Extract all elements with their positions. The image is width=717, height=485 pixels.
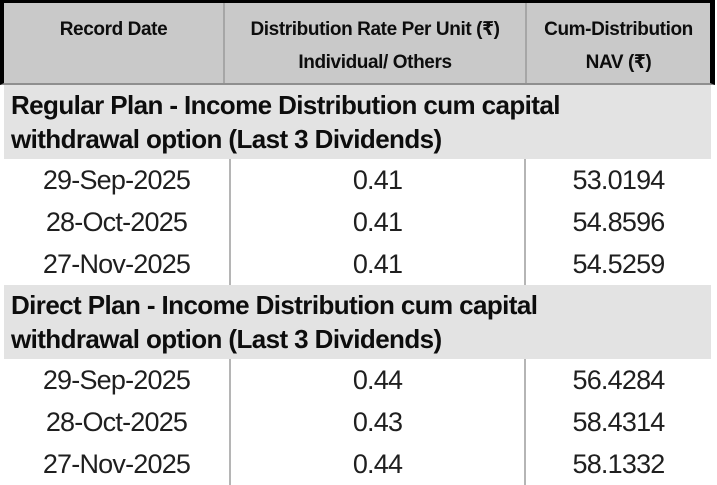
header-rate-line2: Individual/ Others bbox=[298, 52, 452, 73]
cell-record-date: 27-Nov-2025 bbox=[42, 249, 191, 279]
section-direct-line1: Direct Plan - Income Distribution cum ca… bbox=[11, 290, 538, 320]
table-row: 29-Sep-2025 0.44 56.4284 bbox=[4, 359, 711, 401]
section-regular-line2: withdrawal option (Last 3 Dividends) bbox=[11, 124, 442, 154]
header-nav-line1: Cum-Distribution bbox=[544, 19, 693, 40]
header-cell-distribution-rate: Distribution Rate Per Unit (₹) Individua… bbox=[223, 3, 525, 83]
section-title-direct-plan: Direct Plan - Income Distribution cum ca… bbox=[4, 285, 711, 359]
table-header-row: Record Date Distribution Rate Per Unit (… bbox=[0, 0, 715, 85]
cell-rate: 0.44 bbox=[229, 443, 524, 485]
cell-nav: 58.1332 bbox=[524, 443, 711, 485]
header-record-date-label: Record Date bbox=[59, 19, 168, 40]
cell-record-date: 29-Sep-2025 bbox=[42, 165, 191, 195]
table-row: 27-Nov-2025 0.41 54.5259 bbox=[4, 243, 711, 285]
section-direct-line2: withdrawal option (Last 3 Dividends) bbox=[11, 324, 442, 354]
cell-rate: 0.41 bbox=[229, 243, 524, 285]
table-row: 29-Sep-2025 0.41 53.0194 bbox=[4, 159, 711, 201]
cell-rate: 0.41 bbox=[229, 159, 524, 201]
cell-nav: 54.8596 bbox=[524, 201, 711, 243]
section-regular-line1: Regular Plan - Income Distribution cum c… bbox=[11, 90, 560, 120]
cell-record-date: 28-Oct-2025 bbox=[45, 407, 188, 437]
header-cell-cum-distribution-nav: Cum-Distribution NAV (₹) bbox=[525, 3, 710, 83]
table-row: 27-Nov-2025 0.44 58.1332 bbox=[4, 443, 711, 485]
table-row: 28-Oct-2025 0.43 58.4314 bbox=[4, 401, 711, 443]
header-cell-record-date: Record Date bbox=[4, 3, 223, 83]
cell-record-date: 27-Nov-2025 bbox=[42, 449, 191, 479]
cell-nav: 54.5259 bbox=[524, 243, 711, 285]
header-nav-line2: NAV (₹) bbox=[585, 52, 652, 73]
cell-rate: 0.43 bbox=[229, 401, 524, 443]
cell-nav: 56.4284 bbox=[524, 359, 711, 401]
cell-nav: 58.4314 bbox=[524, 401, 711, 443]
table-body: Regular Plan - Income Distribution cum c… bbox=[0, 85, 717, 485]
cell-record-date: 29-Sep-2025 bbox=[42, 365, 191, 395]
section-title-regular-plan: Regular Plan - Income Distribution cum c… bbox=[4, 85, 711, 159]
cell-rate: 0.44 bbox=[229, 359, 524, 401]
header-rate-line1: Distribution Rate Per Unit (₹) bbox=[250, 19, 500, 40]
cell-nav: 53.0194 bbox=[524, 159, 711, 201]
cell-record-date: 28-Oct-2025 bbox=[45, 207, 188, 237]
cell-rate: 0.41 bbox=[229, 201, 524, 243]
table-row: 28-Oct-2025 0.41 54.8596 bbox=[4, 201, 711, 243]
